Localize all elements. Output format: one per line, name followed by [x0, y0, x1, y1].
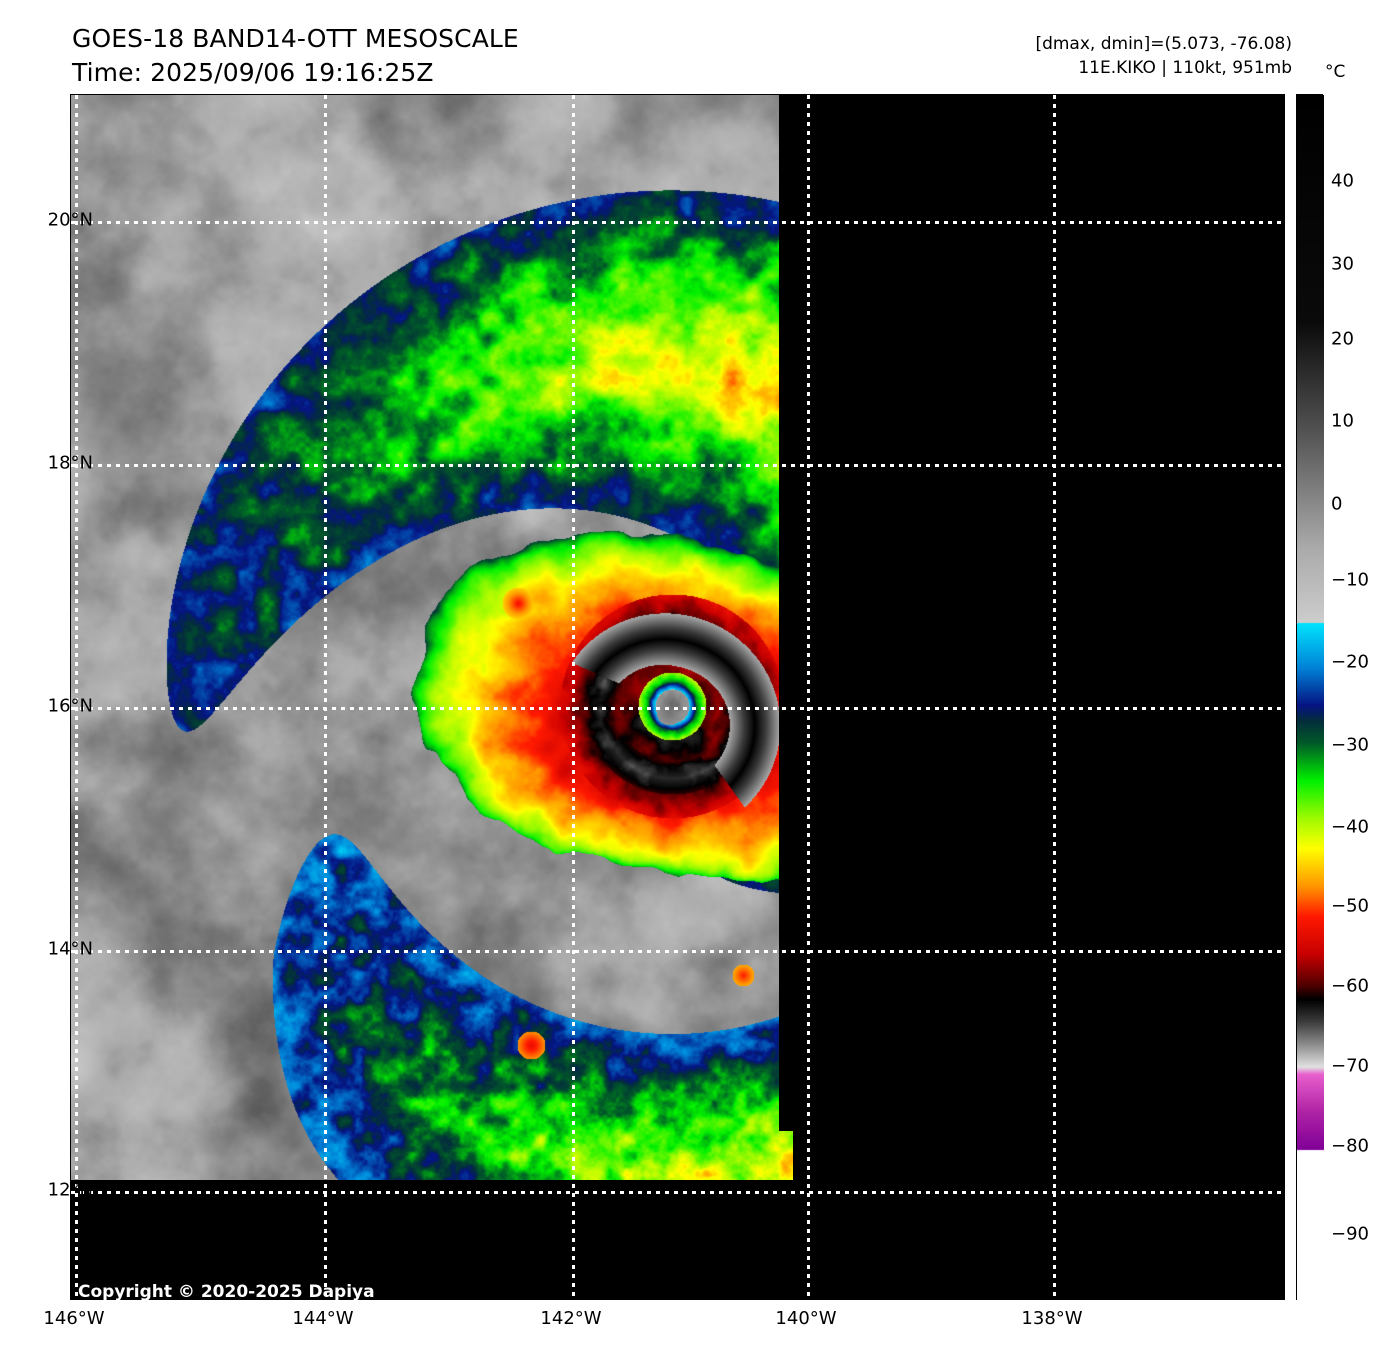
cbtick-m20: −20: [1331, 651, 1369, 673]
cbtick-m40: −40: [1331, 816, 1369, 838]
dminmax-label: [dmax, dmin]=(5.073, -76.08): [1035, 34, 1292, 54]
cbtick-30: 30: [1331, 253, 1354, 275]
cbtick-40: 40: [1331, 170, 1354, 192]
ytick-16n: 16°N: [47, 695, 93, 717]
ytick-12n: 12°N: [47, 1179, 93, 1201]
xtick-138w: 138°W: [1021, 1308, 1083, 1329]
xtick-140w: 140°W: [775, 1308, 837, 1329]
storm-info-label: 11E.KIKO | 110kt, 951mb: [1078, 58, 1292, 78]
cbtick-m50: −50: [1331, 895, 1369, 917]
satellite-image-plot: [70, 94, 1285, 1300]
cbtick-m70: −70: [1331, 1055, 1369, 1077]
page-title: GOES-18 BAND14-OTT MESOSCALE: [72, 24, 519, 53]
satellite-swath: [71, 95, 793, 1180]
ytick-14n: 14°N: [47, 938, 93, 960]
metadata-block: [dmax, dmin]=(5.073, -76.08) 11E.KIKO | …: [1035, 32, 1292, 80]
colorbar-gradient: [1297, 95, 1324, 1301]
xtick-144w: 144°W: [292, 1308, 354, 1329]
xtick-146w: 146°W: [43, 1308, 105, 1329]
ytick-20n: 20°N: [47, 209, 93, 231]
cbtick-10: 10: [1331, 410, 1354, 432]
timestamp-label: Time: 2025/09/06 19:16:25Z: [72, 58, 434, 87]
gridline-lon-138w: [1053, 95, 1056, 1299]
cbtick-m90: −90: [1331, 1223, 1369, 1245]
cbtick-m30: −30: [1331, 734, 1369, 756]
gridline-lon-140w: [807, 95, 810, 1299]
infrared-imagery-canvas: [71, 95, 793, 1180]
temperature-colorbar: [1296, 94, 1324, 1301]
title-block: GOES-18 BAND14-OTT MESOSCALE Time: 2025/…: [72, 22, 519, 90]
colorbar-unit-label: °C: [1325, 62, 1346, 82]
cbtick-m60: −60: [1331, 975, 1369, 997]
cbtick-m80: −80: [1331, 1135, 1369, 1157]
copyright-label: Copyright © 2020-2025 Dapiya: [78, 1282, 375, 1302]
xtick-142w: 142°W: [540, 1308, 602, 1329]
cbtick-20: 20: [1331, 328, 1354, 350]
cbtick-0: 0: [1331, 493, 1343, 515]
ytick-18n: 18°N: [47, 452, 93, 474]
cbtick-m10: −10: [1331, 569, 1369, 591]
gridline-lat-12n: [71, 1191, 1284, 1194]
